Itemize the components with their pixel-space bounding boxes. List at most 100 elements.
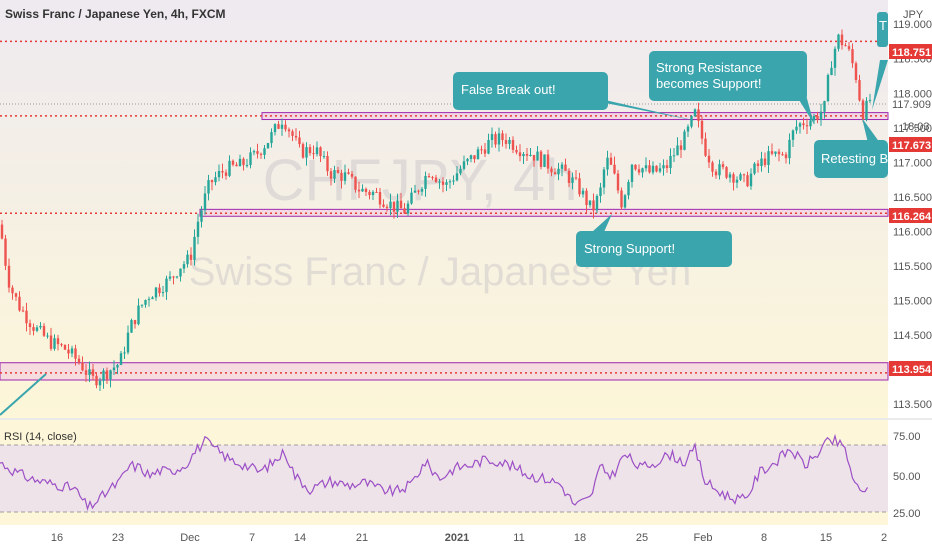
- callout-retesting-box: [814, 140, 888, 178]
- candle-body: [469, 155, 473, 159]
- candle-body: [599, 187, 602, 196]
- callout-strong-resistance: Strong Resistance becomes Support!: [649, 51, 814, 124]
- candle-body: [497, 133, 501, 145]
- watermark-symbol: CHFJPY, 4h: [263, 148, 578, 213]
- candle-body: [259, 153, 263, 155]
- rsi-tick-25: 25.00: [893, 508, 921, 520]
- candle-body: [683, 131, 686, 150]
- candle-body: [133, 320, 137, 325]
- candle-body: [550, 168, 553, 173]
- candle-body: [606, 157, 609, 170]
- candle-body: [483, 149, 487, 154]
- callout-strong-resistance-line1: Strong Resistance: [656, 60, 762, 75]
- candle-body: [308, 147, 312, 154]
- candle-body: [490, 134, 494, 140]
- candle-body: [231, 160, 235, 165]
- candle-body: [788, 139, 791, 159]
- callout-false-breakout-text: False Break out!: [461, 82, 556, 97]
- candle-body: [284, 124, 287, 130]
- price-label-117909: 117.909 18:03: [892, 99, 931, 133]
- candle-body: [567, 170, 571, 183]
- x-tick-label: 2021: [445, 532, 469, 544]
- candle-body: [0, 224, 4, 239]
- zone-rect: [199, 208, 889, 217]
- candle-body: [462, 161, 466, 169]
- candle-body: [714, 171, 718, 176]
- candle-body: [655, 165, 658, 172]
- candle-body: [641, 168, 644, 173]
- candle-body: [833, 48, 837, 68]
- candle-body: [179, 268, 182, 277]
- candle-body: [266, 143, 270, 149]
- candle-body: [140, 304, 144, 306]
- y-tick-label: 116.500: [893, 192, 932, 204]
- candle-body: [739, 174, 742, 180]
- candle-body: [165, 278, 168, 293]
- callout-strong-resistance-box: [649, 51, 807, 101]
- candle-body: [805, 125, 809, 127]
- candle-body: [396, 200, 399, 212]
- callout-retesting: Retesting Br: [814, 118, 893, 178]
- price-label-113954: 113.954: [889, 361, 932, 376]
- price-label-113954-box: [889, 361, 932, 376]
- callout-top-right-box: [877, 12, 888, 47]
- callout-strong-resistance-pointer: [796, 95, 814, 124]
- candle-body: [823, 101, 826, 112]
- price-label-1803-text: 18:03: [902, 121, 930, 133]
- candle-body: [574, 177, 578, 179]
- candle-body: [553, 172, 557, 175]
- callout-top-right-text: T: [879, 18, 887, 33]
- candle-body: [298, 137, 301, 145]
- callout-retesting-pointer: [862, 118, 880, 143]
- price-label-116264-box: [889, 208, 932, 223]
- candle-body: [767, 151, 770, 166]
- candle-body: [651, 165, 655, 173]
- price-label-116264: 116.264: [889, 208, 932, 223]
- candle-body: [63, 344, 67, 350]
- candle-body: [7, 265, 11, 288]
- candle-body: [445, 182, 448, 185]
- candle-body: [403, 208, 406, 214]
- y-tick-label: 117.500: [893, 123, 932, 135]
- candle-body: [753, 163, 756, 174]
- x-tick-label: 23: [112, 532, 124, 544]
- candle-body: [459, 168, 462, 174]
- callout-retesting-text: Retesting Br: [821, 151, 893, 166]
- candle-body: [427, 176, 431, 178]
- x-tick-label: 25: [636, 532, 648, 544]
- candle-body: [571, 177, 574, 183]
- candle-body: [301, 144, 305, 158]
- candle-body: [770, 151, 774, 154]
- candle-body: [368, 191, 371, 196]
- candle-body: [361, 188, 364, 192]
- candle-body: [777, 151, 781, 155]
- candle-body: [196, 221, 200, 237]
- x-tick-label: 7: [249, 532, 255, 544]
- candle-body: [438, 181, 441, 183]
- candle-body: [235, 164, 238, 167]
- candle-body: [826, 75, 830, 102]
- price-label-118751-box: [889, 44, 932, 59]
- candle-body: [448, 181, 452, 183]
- candle-body: [441, 181, 445, 185]
- candle-body: [312, 153, 315, 155]
- candle-body: [592, 200, 595, 211]
- candle-body: [242, 158, 245, 166]
- candle-body: [84, 370, 88, 375]
- candle-body: [560, 164, 564, 169]
- candle-body: [46, 335, 49, 337]
- candle-body: [168, 276, 172, 279]
- candle-body: [707, 155, 711, 163]
- candle-body: [511, 139, 515, 150]
- candle-body: [35, 327, 39, 331]
- candle-body: [508, 139, 511, 144]
- candle-body: [119, 353, 123, 365]
- candle-body: [137, 305, 140, 325]
- candle-body: [746, 175, 749, 187]
- candle-body: [536, 151, 539, 161]
- callout-top-right: T: [872, 12, 888, 110]
- candle-body: [784, 154, 788, 159]
- candle-body: [735, 179, 739, 183]
- candle-body: [686, 126, 690, 132]
- candle-body: [588, 200, 592, 206]
